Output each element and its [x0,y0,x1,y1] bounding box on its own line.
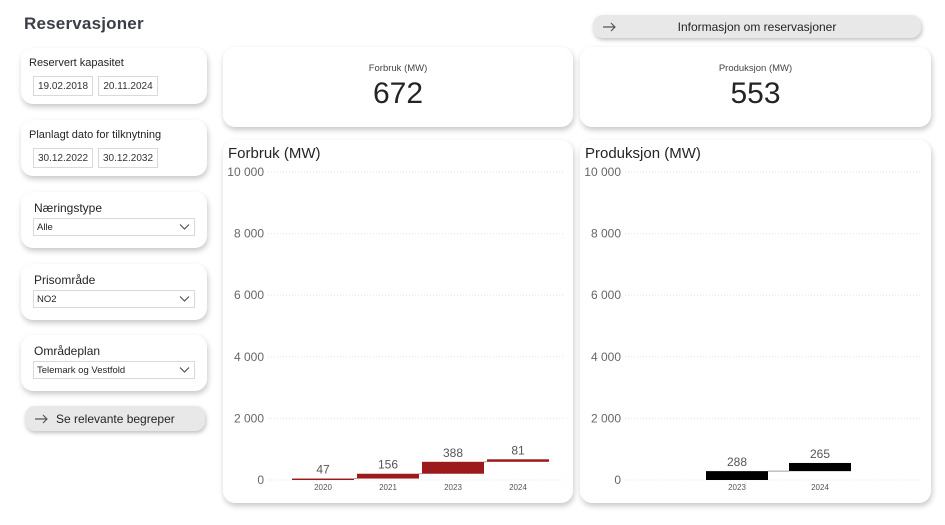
waterfall-bar [487,459,549,462]
industry-type-label: Næringstype [34,201,103,215]
y-tick-label: 8 000 [234,227,264,241]
industry-type-value: Alle [37,221,53,233]
price-area-value: NO2 [37,293,57,305]
data-label: 156 [378,458,398,472]
data-label: 265 [810,447,830,461]
waterfall-bar [292,478,354,480]
y-tick-label: 2 000 [591,411,621,425]
data-label: 47 [316,463,330,477]
consumption-kpi-label: Forbruk (MW) [368,63,428,74]
x-tick-label: 2023 [444,483,462,492]
x-tick-label: 2024 [509,483,527,492]
area-plan-value: Telemark og Vestfold [37,364,126,376]
reserved-capacity-start-date[interactable]: 19.02.2018 [33,76,93,96]
y-tick-label: 2 000 [234,411,264,425]
y-tick-label: 4 000 [591,350,621,364]
planned-connection-slicer: Planlagt dato for tilknytning 30.12.2022… [21,120,207,176]
info-button-label: Informasjon om reservasjoner [677,19,837,34]
price-area-dropdown[interactable]: NO2 [33,290,195,308]
reserved-capacity-end-date[interactable]: 20.11.2024 [98,76,158,96]
area-plan-slicer: Områdeplan Telemark og Vestfold [21,335,207,391]
price-area-label: Prisområde [34,273,96,287]
terms-button[interactable]: Se relevante begreper [25,406,205,431]
x-tick-label: 2024 [811,483,829,492]
data-label: 288 [727,455,747,469]
industry-type-dropdown[interactable]: Alle [33,218,195,236]
y-tick-label: 6 000 [234,288,264,302]
y-tick-label: 4 000 [234,350,264,364]
production-kpi-card: Produksjon (MW) 553 [580,47,931,127]
info-button[interactable]: Informasjon om reservasjoner [593,15,921,38]
x-tick-label: 2020 [314,483,332,492]
area-plan-label: Områdeplan [34,344,101,358]
chevron-down-icon [179,224,190,230]
waterfall-bar [357,473,419,479]
planned-connection-start-date[interactable]: 30.12.2022 [33,148,93,168]
data-label: 81 [511,443,525,457]
arrow-right-icon [603,22,616,31]
waterfall-bar [706,471,768,480]
chevron-down-icon [179,367,190,373]
area-plan-dropdown[interactable]: Telemark og Vestfold [33,361,195,379]
waterfall-bar [422,461,484,474]
production-waterfall-chart: 0 2 000 4 000 6 000 8 000 10 000 288 2023 265 202… [584,165,920,492]
production-kpi-label: Produksjon (MW) [718,63,793,74]
planned-connection-end-date[interactable]: 30.12.2032 [98,148,158,168]
planned-connection-label: Planlagt dato for tilknytning [29,129,162,141]
data-label: 388 [443,446,463,460]
page-title: Reservasjoner [24,14,144,33]
y-tick-label: 8 000 [591,227,621,241]
consumption-kpi-value: 672 [372,77,424,110]
terms-button-label: Se relevante begreper [56,411,175,426]
x-tick-label: 2023 [728,483,746,492]
y-tick-label: 0 [257,473,264,487]
production-chart-title: Produksjon (MW) [585,145,701,162]
consumption-chart-card: Forbruk (MW) 0 2 000 4 000 6 000 8 000 10 000… [223,140,573,503]
consumption-waterfall-chart: 0 2 000 4 000 6 000 8 000 10 000 47 2020 156 2021… [227,165,563,492]
x-tick-label: 2021 [379,483,397,492]
reserved-capacity-label: Reservert kapasitet [29,57,124,69]
price-area-slicer: Prisområde NO2 [21,264,207,320]
arrow-right-icon [35,414,48,423]
waterfall-bar [789,462,851,472]
reserved-capacity-slicer: Reservert kapasitet 19.02.2018 20.11.202… [21,48,207,104]
production-chart-card: Produksjon (MW) 0 2 000 4 000 6 000 8 000 10 … [580,140,931,503]
y-tick-label: 10 000 [584,165,621,179]
y-tick-label: 10 000 [227,165,264,179]
consumption-chart-title: Forbruk (MW) [228,145,321,162]
y-tick-label: 6 000 [591,288,621,302]
production-kpi-value: 553 [730,77,781,110]
industry-type-slicer: Næringstype Alle [21,192,207,248]
y-tick-label: 0 [614,473,621,487]
chevron-down-icon [179,296,190,302]
consumption-kpi-card: Forbruk (MW) 672 [223,47,573,127]
